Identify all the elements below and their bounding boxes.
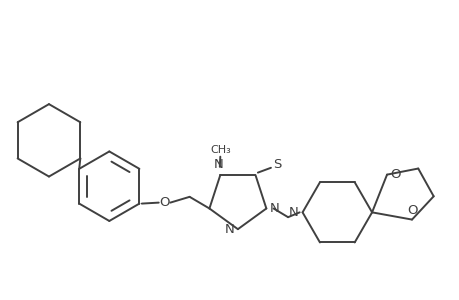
Text: O: O bbox=[406, 204, 416, 218]
Text: N: N bbox=[269, 202, 280, 215]
Text: O: O bbox=[390, 168, 400, 181]
Text: N: N bbox=[288, 206, 298, 219]
Text: S: S bbox=[273, 158, 281, 171]
Text: N: N bbox=[224, 223, 234, 236]
Text: N: N bbox=[213, 158, 223, 171]
Text: O: O bbox=[159, 196, 169, 209]
Text: CH₃: CH₃ bbox=[210, 145, 231, 155]
